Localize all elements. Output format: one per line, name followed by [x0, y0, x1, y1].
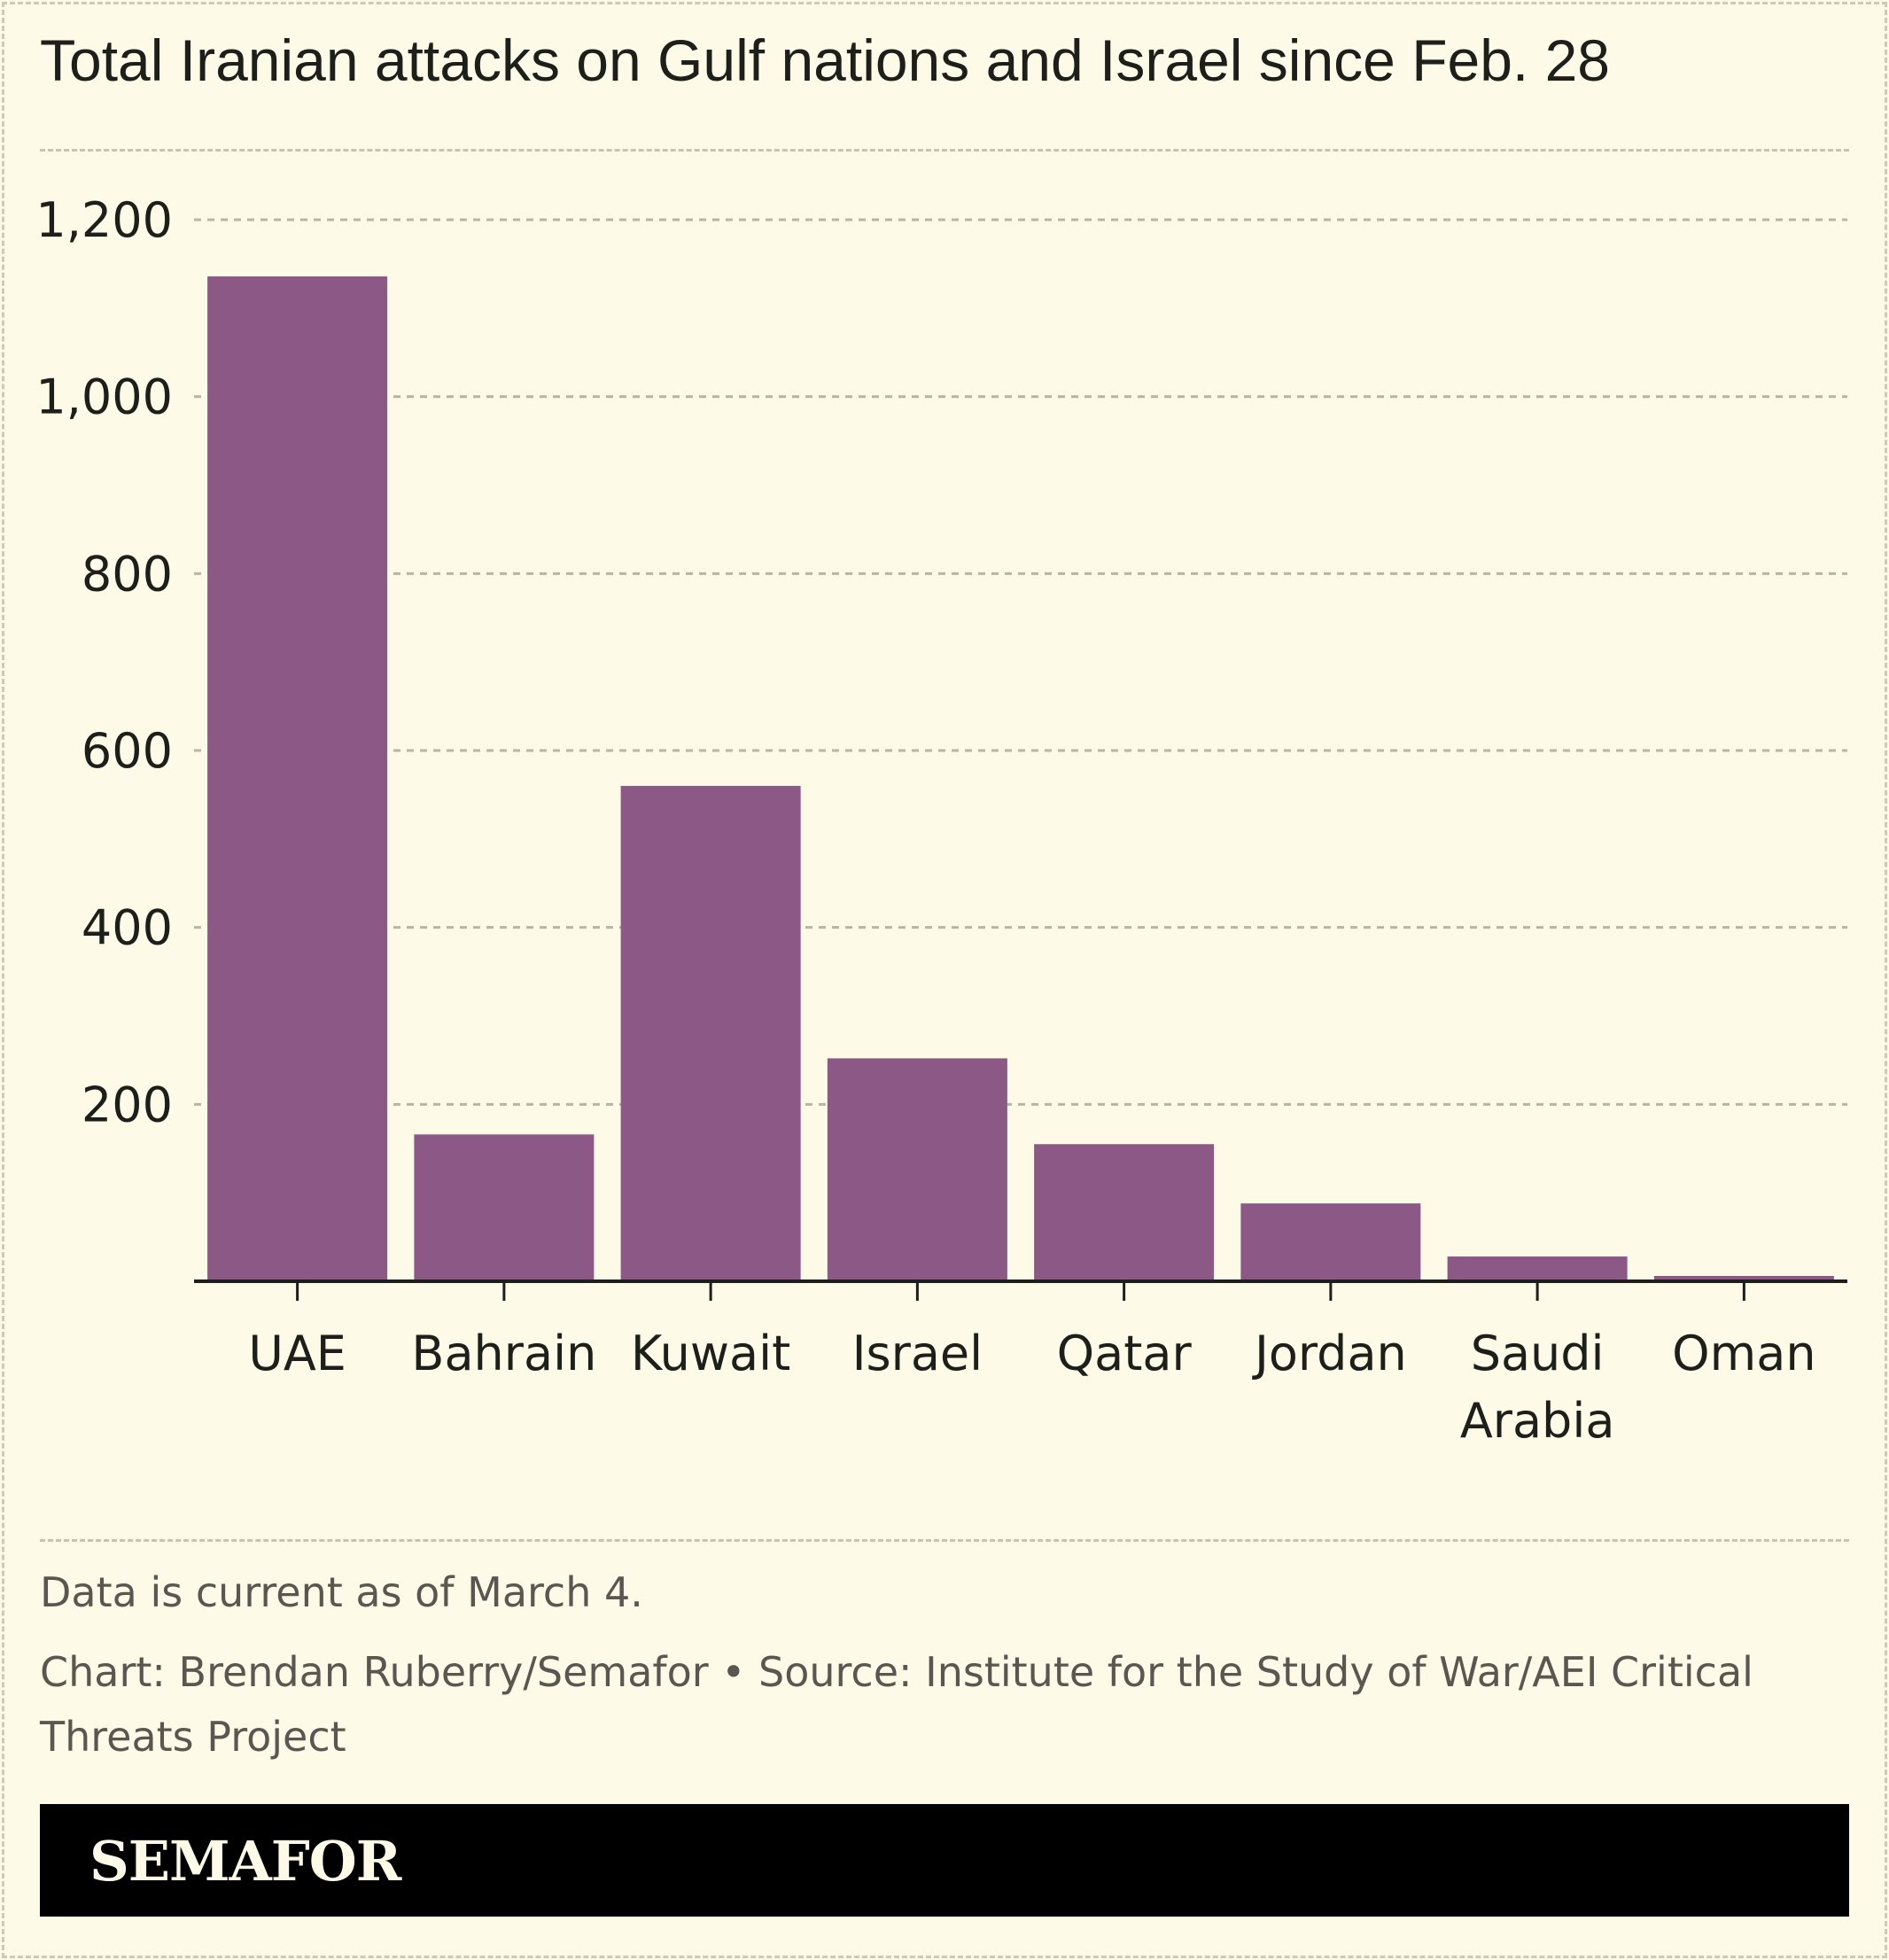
y-tick-label: 200 — [82, 1077, 173, 1132]
bar-israel — [827, 1058, 1007, 1281]
y-tick-label: 600 — [82, 723, 173, 779]
credit-line-2: Threats Project — [40, 1713, 346, 1761]
bar-saudi-arabia — [1447, 1256, 1628, 1281]
bar-uae — [207, 276, 388, 1282]
bar-oman — [1653, 1276, 1834, 1281]
credit-line-1: Chart: Brendan Ruberry/Semafor • Source:… — [40, 1648, 1753, 1696]
x-tick-label: Arabia — [1460, 1393, 1615, 1449]
bar-chart: 200 400 600 800 1,000 1,200 UAE Bahrain Kuwait Is… — [35, 192, 1847, 1449]
bar-bahrain — [414, 1134, 595, 1281]
x-tick-label: Bahrain — [411, 1326, 596, 1381]
x-tick-label: Israel — [852, 1326, 983, 1381]
x-tick-label: Oman — [1672, 1326, 1815, 1381]
x-tick-label: Qatar — [1057, 1326, 1193, 1381]
top-divider — [40, 149, 1849, 152]
y-tick-label: 400 — [82, 900, 173, 956]
x-tick-label: Jordan — [1252, 1326, 1407, 1381]
chart-title: Total Iranian attacks on Gulf nations an… — [40, 27, 1611, 93]
x-tick-label: Kuwait — [631, 1326, 790, 1381]
y-tick-label: 800 — [82, 546, 173, 602]
brand-bar: SEMAFOR — [40, 1804, 1849, 1917]
bar-jordan — [1240, 1203, 1421, 1281]
semafor-logo: SEMAFOR — [89, 1829, 401, 1894]
data-note: Data is current as of March 4. — [40, 1568, 643, 1616]
bar-qatar — [1034, 1144, 1215, 1281]
x-tick-label: UAE — [248, 1326, 346, 1381]
bottom-divider — [40, 1539, 1849, 1542]
y-tick-label: 1,200 — [35, 192, 173, 248]
bar-kuwait — [620, 785, 801, 1281]
y-tick-label: 1,000 — [35, 369, 173, 425]
x-tick-label: Saudi — [1471, 1326, 1605, 1381]
